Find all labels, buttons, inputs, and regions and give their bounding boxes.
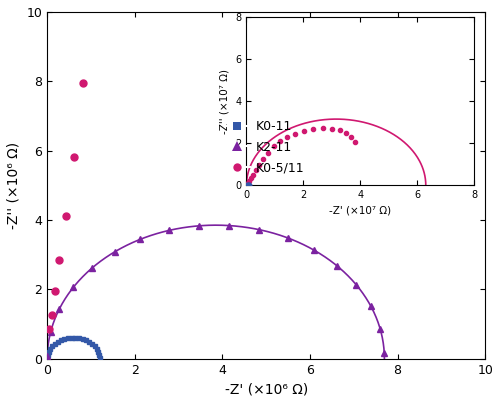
Legend: K0-11, K2-11, K0-5/11: K0-11, K2-11, K0-5/11 bbox=[220, 115, 310, 179]
Y-axis label: -Z'' (×10⁶ Ω): -Z'' (×10⁶ Ω) bbox=[7, 142, 21, 229]
X-axis label: -Z' (×10⁶ Ω): -Z' (×10⁶ Ω) bbox=[224, 382, 308, 396]
